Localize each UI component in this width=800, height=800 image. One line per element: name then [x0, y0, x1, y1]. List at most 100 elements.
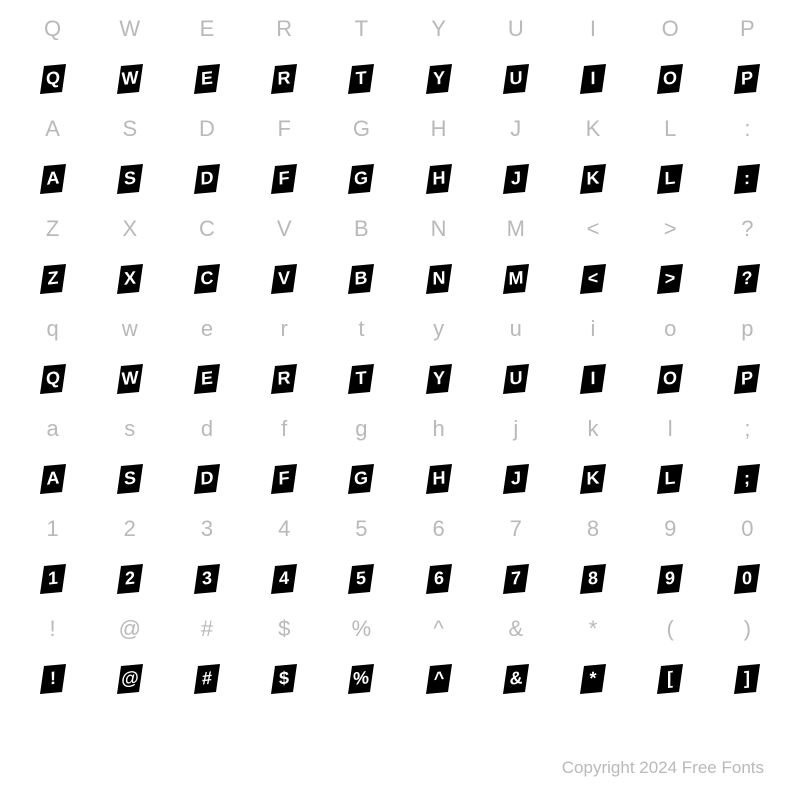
char-label: Y: [431, 16, 446, 42]
char-label-cell: p: [709, 304, 786, 354]
char-label-cell: f: [246, 404, 323, 454]
char-glyph-text: U: [509, 67, 522, 89]
char-glyph: E: [192, 64, 222, 94]
char-glyph: G: [346, 464, 376, 494]
char-glyph-text: L: [665, 468, 676, 490]
char-label-cell: ^: [400, 604, 477, 654]
char-label: k: [587, 416, 598, 442]
char-glyph-text: E: [201, 367, 213, 389]
char-glyph: V: [269, 264, 299, 294]
char-label-cell: C: [168, 204, 245, 254]
char-glyph-text: 6: [434, 568, 444, 590]
char-glyph-cell: A: [14, 154, 91, 204]
char-glyph-cell: I: [554, 354, 631, 404]
char-glyph-cell: :: [709, 154, 786, 204]
char-glyph: 0: [732, 564, 762, 594]
char-label: g: [355, 416, 367, 442]
char-label: H: [431, 116, 447, 142]
char-glyph-text: Y: [433, 67, 445, 89]
char-label: O: [662, 16, 679, 42]
char-label-cell: 5: [323, 504, 400, 554]
char-glyph: D: [192, 464, 222, 494]
char-label-cell: t: [323, 304, 400, 354]
char-label-cell: M: [477, 204, 554, 254]
char-glyph: >: [655, 264, 685, 294]
char-label-cell: a: [14, 404, 91, 454]
char-glyph-cell: 6: [400, 554, 477, 604]
char-glyph-text: A: [46, 167, 59, 189]
char-label: s: [124, 416, 135, 442]
char-label-cell: 1: [14, 504, 91, 554]
char-glyph-text: H: [432, 467, 445, 489]
char-glyph: X: [115, 264, 145, 294]
char-label: l: [668, 416, 673, 442]
char-glyph-cell: P: [709, 354, 786, 404]
char-label-cell: :: [709, 104, 786, 154]
char-glyph-text: 5: [356, 568, 366, 590]
char-glyph-text: V: [278, 267, 290, 289]
char-glyph-cell: K: [554, 154, 631, 204]
char-label-cell: w: [91, 304, 168, 354]
char-glyph: #: [192, 664, 222, 694]
char-glyph-text: [: [667, 668, 673, 690]
char-label-cell: y: [400, 304, 477, 354]
char-label: X: [122, 216, 137, 242]
char-label: B: [354, 216, 369, 242]
char-glyph-text: N: [432, 267, 445, 289]
char-label-cell: &: [477, 604, 554, 654]
char-label: 4: [278, 516, 290, 542]
char-glyph: J: [501, 464, 531, 494]
char-glyph-text: L: [665, 168, 676, 190]
char-label: M: [507, 216, 525, 242]
char-label: %: [352, 616, 372, 642]
char-glyph-text: H: [432, 167, 445, 189]
char-glyph-cell: !: [14, 654, 91, 704]
char-glyph-cell: G: [323, 154, 400, 204]
char-label: a: [46, 416, 58, 442]
char-label-cell: ?: [709, 204, 786, 254]
char-label: q: [46, 316, 58, 342]
char-label: 3: [201, 516, 213, 542]
char-label-cell: P: [709, 4, 786, 54]
char-glyph-text: 2: [125, 568, 135, 590]
char-label: 1: [46, 516, 58, 542]
char-glyph: ;: [732, 464, 762, 494]
char-label: @: [119, 616, 141, 642]
char-label-cell: 8: [554, 504, 631, 554]
char-glyph: P: [732, 364, 762, 394]
char-glyph-cell: F: [246, 454, 323, 504]
char-glyph-cell: 7: [477, 554, 554, 604]
char-glyph-text: Z: [47, 268, 58, 290]
char-glyph-text: 3: [202, 568, 212, 590]
char-label: L: [664, 116, 676, 142]
char-label-cell: s: [91, 404, 168, 454]
char-glyph-text: D: [200, 167, 213, 189]
char-label-cell: U: [477, 4, 554, 54]
char-glyph: &: [501, 664, 531, 694]
char-label-cell: F: [246, 104, 323, 154]
char-glyph: H: [424, 464, 454, 494]
char-glyph: 4: [269, 564, 299, 594]
char-glyph: Y: [424, 364, 454, 394]
char-glyph-cell: 8: [554, 554, 631, 604]
char-label: <: [587, 216, 600, 242]
char-label: S: [122, 116, 137, 142]
char-glyph-cell: R: [246, 54, 323, 104]
char-glyph: D: [192, 164, 222, 194]
char-label: i: [591, 316, 596, 342]
char-glyph-cell: T: [323, 354, 400, 404]
char-glyph: ?: [732, 264, 762, 294]
char-label-cell: d: [168, 404, 245, 454]
char-glyph: 3: [192, 564, 222, 594]
char-glyph-cell: >: [632, 254, 709, 304]
char-glyph: L: [655, 164, 685, 194]
char-glyph: Q: [38, 64, 68, 94]
char-label-cell: T: [323, 4, 400, 54]
char-glyph-text: !: [50, 668, 56, 690]
char-glyph: 6: [424, 564, 454, 594]
char-glyph: A: [38, 464, 68, 494]
char-glyph-cell: @: [91, 654, 168, 704]
char-glyph-text: J: [511, 168, 521, 190]
char-label-cell: 6: [400, 504, 477, 554]
char-glyph-text: 8: [588, 568, 598, 590]
